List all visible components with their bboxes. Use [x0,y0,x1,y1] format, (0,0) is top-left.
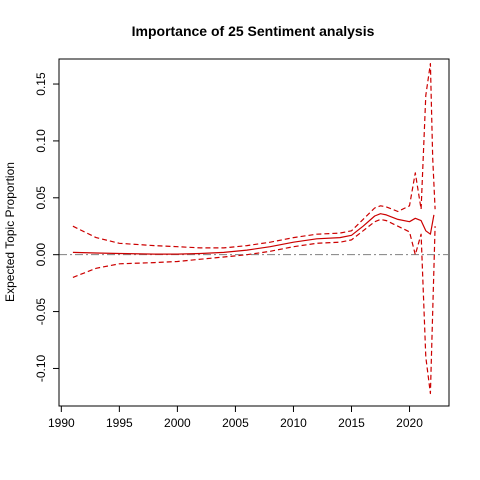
y-tick-label: 0.10 [34,129,48,153]
y-tick-label: 0.00 [34,243,48,267]
series-line-upper-ci [72,62,436,249]
plot-frame [58,58,450,407]
series-line-lower-ci [72,218,436,395]
x-tick-label: 1995 [106,416,133,430]
x-tick-label: 2020 [396,416,423,430]
y-tick-label: 0.05 [34,186,48,210]
y-tick-label: -0.05 [34,298,48,326]
x-tick-label: 2010 [280,416,307,430]
x-tick-label: 2015 [338,416,365,430]
chart-title: Importance of 25 Sentiment analysis [132,23,375,39]
x-tick-label: 2005 [222,416,249,430]
y-tick-label: 0.15 [34,72,48,96]
series-line-estimate [72,213,435,255]
y-tick-label: -0.10 [34,354,48,382]
x-tick-label: 1990 [48,416,75,430]
y-axis-label: Expected Topic Proportion [3,162,17,302]
x-tick-label: 2000 [164,416,191,430]
